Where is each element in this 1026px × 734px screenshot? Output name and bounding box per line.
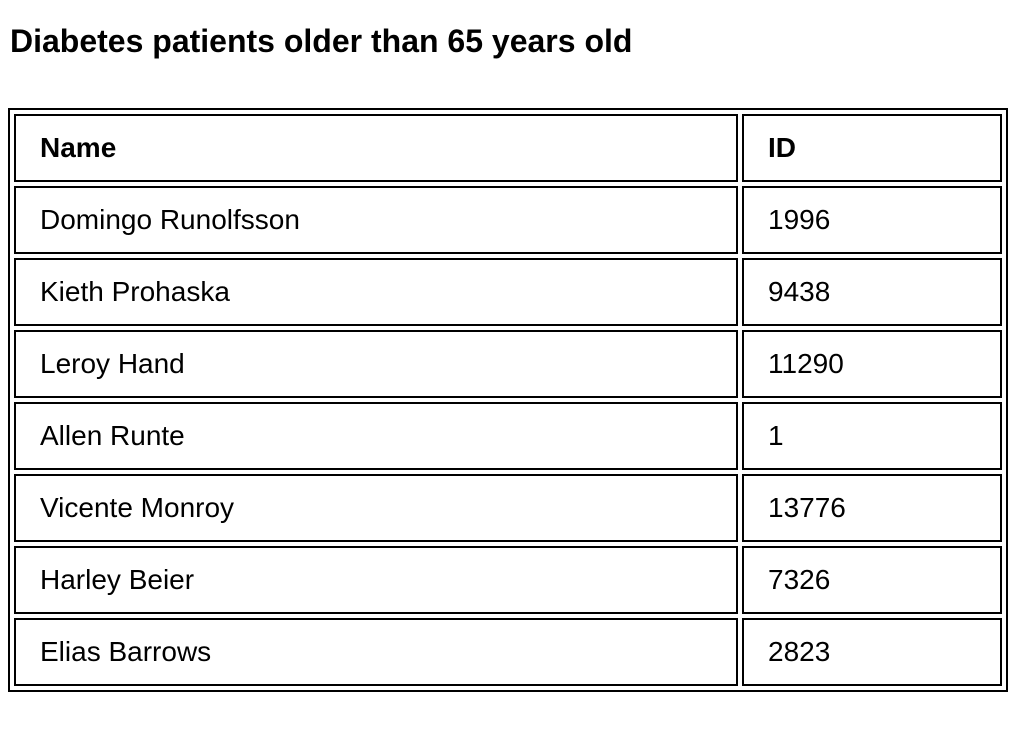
patient-id-cell: 1 bbox=[742, 402, 1002, 470]
page-title: Diabetes patients older than 65 years ol… bbox=[10, 23, 633, 59]
patient-id-cell: 2823 bbox=[742, 618, 1002, 686]
column-header-id: ID bbox=[742, 114, 1002, 182]
patient-name-cell: Domingo Runolfsson bbox=[14, 186, 738, 254]
table-row: Kieth Prohaska 9438 bbox=[14, 258, 1002, 326]
patient-name-cell: Allen Runte bbox=[14, 402, 738, 470]
table-row: Domingo Runolfsson 1996 bbox=[14, 186, 1002, 254]
patient-name-cell: Elias Barrows bbox=[14, 618, 738, 686]
table-header-row: Name ID bbox=[14, 114, 1002, 182]
table-row: Leroy Hand 11290 bbox=[14, 330, 1002, 398]
patient-id-cell: 1996 bbox=[742, 186, 1002, 254]
patients-table: Name ID Domingo Runolfsson 1996 Kieth Pr… bbox=[8, 108, 1008, 692]
patient-id-cell: 9438 bbox=[742, 258, 1002, 326]
column-header-name: Name bbox=[14, 114, 738, 182]
patient-id-cell: 11290 bbox=[742, 330, 1002, 398]
table-row: Elias Barrows 2823 bbox=[14, 618, 1002, 686]
patient-name-cell: Vicente Monroy bbox=[14, 474, 738, 542]
patient-name-cell: Leroy Hand bbox=[14, 330, 738, 398]
patient-name-cell: Kieth Prohaska bbox=[14, 258, 738, 326]
table-row: Vicente Monroy 13776 bbox=[14, 474, 1002, 542]
table-row: Harley Beier 7326 bbox=[14, 546, 1002, 614]
table-row: Allen Runte 1 bbox=[14, 402, 1002, 470]
patients-table-container: Name ID Domingo Runolfsson 1996 Kieth Pr… bbox=[8, 108, 1008, 692]
patient-id-cell: 7326 bbox=[742, 546, 1002, 614]
patient-id-cell: 13776 bbox=[742, 474, 1002, 542]
patient-name-cell: Harley Beier bbox=[14, 546, 738, 614]
